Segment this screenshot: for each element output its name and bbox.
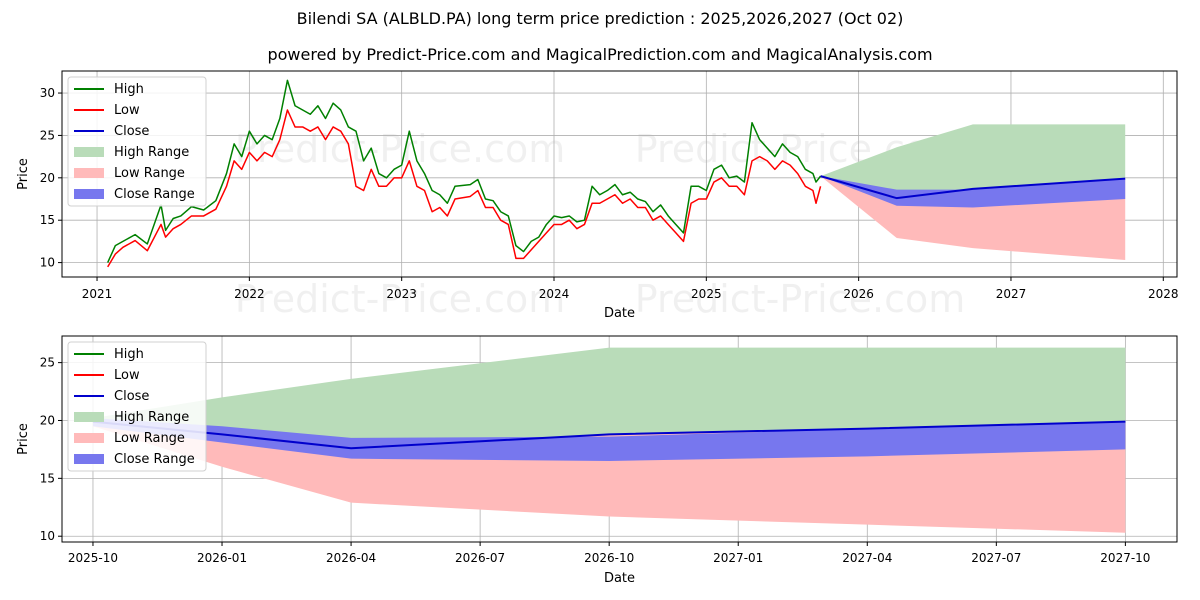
legend-close-range-label: Close Range — [114, 452, 195, 467]
legend-close-label: Close — [114, 389, 149, 404]
high-series-line — [107, 79, 822, 263]
y-tick-label: 15 — [40, 471, 55, 485]
legend-close-range-label: Close Range — [114, 187, 195, 202]
legend-low-label: Low — [114, 368, 140, 383]
close-range-band — [820, 176, 1126, 208]
legend-low-range-label: Low Range — [114, 166, 185, 181]
chart-subtitle: powered by Predict-Price.com and Magical… — [267, 45, 933, 64]
plot-frame — [61, 70, 1178, 278]
x-tick-label: 2027 — [996, 287, 1027, 301]
high-range-band — [820, 124, 1126, 199]
legend-close-range-swatch — [74, 454, 104, 464]
legend-close-label: Close — [114, 124, 149, 139]
legend: High Low Close High Range Low Range Close Ran… — [67, 76, 207, 207]
watermark-text: Predict-Price.com — [235, 127, 566, 171]
x-tick-label: 2027-01 — [713, 551, 763, 565]
x-tick-label: 2022 — [234, 287, 265, 301]
x-tick-label: 2023 — [386, 287, 417, 301]
legend-high-range-label: High Range — [114, 145, 189, 160]
y-tick-label: 25 — [40, 128, 55, 142]
legend-low-range-label: Low Range — [114, 431, 185, 446]
legend-low-range-swatch — [74, 433, 104, 443]
x-tick-label: 2024 — [539, 287, 570, 301]
y-tick-label: 20 — [40, 171, 55, 185]
x-tick-label: 2026 — [843, 287, 874, 301]
legend-high-label: High — [114, 82, 144, 97]
plot-frame — [61, 335, 1178, 543]
legend: High Low Close High Range Low Range Close Ran… — [67, 341, 207, 472]
close-forecast-line — [820, 175, 1126, 200]
x-tick-label: 2026-01 — [197, 551, 247, 565]
x-tick-label: 2025-10 — [68, 551, 118, 565]
legend-high-range-label: High Range — [114, 410, 189, 425]
low-series-line — [107, 109, 822, 268]
x-tick-label: 2026-10 — [584, 551, 634, 565]
y-tick-label: 10 — [40, 256, 55, 270]
y-axis-label: Price — [16, 423, 31, 455]
x-axis-label: Date — [604, 571, 635, 586]
legend-low-label: Low — [114, 103, 140, 118]
legend-high-label: High — [114, 347, 144, 362]
chart-panel-1: Predict-Price.com Predict-Price.com Predic… — [16, 70, 1179, 321]
x-tick-label: 2021 — [82, 287, 113, 301]
y-axis-label: Price — [16, 158, 31, 190]
y-tick-label: 15 — [40, 213, 55, 227]
legend-low-range-swatch — [74, 168, 104, 178]
x-axis-label: Date — [604, 306, 635, 321]
watermark-text: Predict-Price.com — [635, 277, 966, 321]
y-tick-label: 25 — [40, 356, 55, 370]
y-tick-label: 10 — [40, 529, 55, 543]
x-tick-label: 2028 — [1148, 287, 1179, 301]
x-tick-label: 2026-04 — [326, 551, 376, 565]
x-tick-label: 2025 — [691, 287, 722, 301]
y-tick-label: 30 — [40, 86, 55, 100]
legend-close-range-swatch — [74, 189, 104, 199]
high-range-band — [92, 347, 1126, 449]
x-tick-label: 2027-07 — [971, 551, 1021, 565]
legend-high-range-swatch — [74, 147, 104, 157]
chart-panel-2: Predict-Price.comPredict-Price.com2025-1… — [16, 335, 1178, 586]
legend-high-range-swatch — [74, 412, 104, 422]
y-tick-label: 20 — [40, 413, 55, 427]
x-tick-label: 2026-07 — [455, 551, 505, 565]
chart-title: Bilendi SA (ALBLD.PA) long term price pr… — [296, 9, 904, 28]
x-tick-label: 2027-10 — [1100, 551, 1150, 565]
x-tick-label: 2027-04 — [842, 551, 892, 565]
watermark-text: Predict-Price.com — [235, 277, 566, 321]
